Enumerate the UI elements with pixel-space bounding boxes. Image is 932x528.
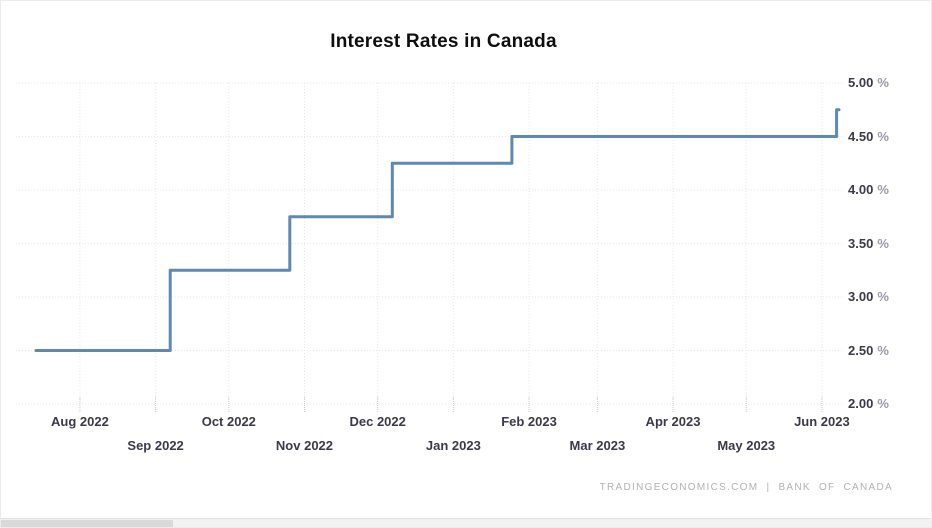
x-tick-label: Dec 2022 bbox=[349, 414, 406, 429]
x-tick-label: Mar 2023 bbox=[569, 438, 626, 453]
y-tick-label: 3.00% bbox=[848, 289, 889, 304]
horizontal-scrollbar-track[interactable] bbox=[1, 518, 931, 527]
percent-sign: % bbox=[877, 128, 889, 144]
y-tick-label: 4.50% bbox=[848, 128, 889, 144]
y-tick-label: 2.50% bbox=[848, 342, 889, 358]
percent-sign: % bbox=[877, 182, 889, 197]
x-tick-label: Jan 2023 bbox=[425, 438, 481, 453]
percent-sign: % bbox=[877, 75, 889, 90]
interest-rate-step-line[interactable] bbox=[34, 108, 841, 352]
horizontal-scrollbar-thumb[interactable] bbox=[1, 520, 173, 527]
y-tick-label: 2.00% bbox=[848, 396, 889, 411]
x-tick-label: May 2023 bbox=[717, 438, 776, 453]
x-tick-label: Nov 2022 bbox=[275, 438, 334, 453]
x-tick-label: Oct 2022 bbox=[201, 414, 256, 429]
x-tick-label: Apr 2023 bbox=[645, 414, 701, 429]
x-tick-label: Feb 2023 bbox=[501, 414, 557, 429]
percent-sign: % bbox=[877, 342, 889, 358]
percent-sign: % bbox=[877, 235, 889, 251]
y-tick-label: 4.00% bbox=[848, 182, 889, 197]
attribution-text[interactable]: TRADINGECONOMICS.COM | BANK OF CANADA bbox=[599, 482, 893, 493]
x-tick-label: Sep 2022 bbox=[127, 438, 184, 453]
x-tick-label: Jun 2023 bbox=[794, 414, 850, 429]
percent-sign: % bbox=[877, 289, 889, 304]
x-tick-label: Aug 2022 bbox=[51, 414, 109, 429]
chart-title: Interest Rates in Canada bbox=[330, 31, 557, 52]
y-tick-label: 5.00% bbox=[848, 75, 889, 90]
y-tick-label: 3.50% bbox=[848, 235, 889, 251]
percent-sign: % bbox=[877, 396, 889, 411]
